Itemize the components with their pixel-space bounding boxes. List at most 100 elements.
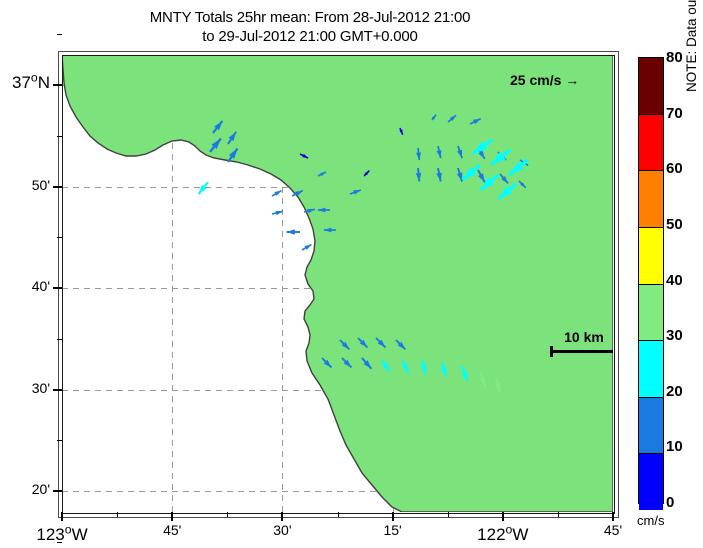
current-vector-arrow <box>478 371 487 388</box>
tick-longitude <box>612 512 614 521</box>
current-vector-arrow <box>436 167 442 182</box>
colorbar-tick-label: 0 <box>666 494 675 511</box>
colorbar-band <box>639 226 663 284</box>
tick-longitude <box>557 512 559 517</box>
colorbar-tick-label: 40 <box>666 271 683 289</box>
gridline-horizontal <box>62 491 613 492</box>
current-vector-arrow <box>321 357 333 369</box>
current-vector-arrow <box>317 207 330 213</box>
current-vector-arrow <box>494 377 502 394</box>
current-vector-arrow <box>440 361 448 378</box>
current-vector-arrow <box>457 145 463 159</box>
current-vector-arrow <box>271 189 282 197</box>
gridline-vertical <box>282 55 284 512</box>
axis-label-longitude: 15' <box>383 522 402 538</box>
current-vector-arrow <box>291 189 304 197</box>
current-vector-arrow <box>479 173 500 192</box>
axis-label-latitude: 20' <box>31 481 50 497</box>
colorbar-tick-label: 60 <box>666 160 683 178</box>
current-vector-arrow <box>401 359 410 374</box>
current-vector-arrow <box>303 208 315 214</box>
tick-longitude <box>117 512 119 517</box>
colorbar-unit-label: cm/s <box>637 513 665 528</box>
tick-longitude <box>447 512 449 517</box>
tick-latitude <box>57 135 62 137</box>
colorbar-tick-label: 80 <box>666 49 683 66</box>
tick-longitude <box>281 512 284 521</box>
tick-latitude <box>53 84 62 86</box>
colorbar-band <box>639 113 663 171</box>
current-vector-arrow <box>209 137 222 153</box>
figure-title-line1: MNTY Totals 25hr mean: From 28-Jul-2012 … <box>149 9 471 26</box>
current-vector-arrow <box>271 210 283 216</box>
figure-title: MNTY Totals 25hr mean: From 28-Jul-2012 … <box>0 8 620 46</box>
current-vector-arrow <box>317 171 327 177</box>
axis-label-longitude: 123oW <box>36 522 88 544</box>
tick-longitude <box>391 512 394 521</box>
colorbar[interactable] <box>638 57 664 510</box>
current-vector-arrow <box>197 181 209 195</box>
tick-latitude <box>53 490 62 492</box>
distance-scale-label: 10 km <box>564 329 604 345</box>
current-vector-arrow <box>456 167 463 182</box>
axis-label-latitude: 40' <box>31 278 50 294</box>
axis-label-longitude: 30' <box>273 522 292 538</box>
current-vector-arrow <box>420 359 428 376</box>
tick-latitude <box>57 338 62 340</box>
current-vector-arrow <box>381 359 391 373</box>
current-vector-arrow <box>399 127 404 136</box>
tick-longitude <box>337 512 339 517</box>
current-vector-arrow <box>299 153 309 159</box>
current-vector-arrow <box>361 357 373 370</box>
tick-longitude <box>501 512 504 521</box>
distance-scale-rule <box>550 346 613 357</box>
current-vector-arrow <box>436 145 442 159</box>
colorbar-band <box>639 340 663 397</box>
current-vector-arrow <box>227 131 237 145</box>
gridline-vertical <box>172 55 174 512</box>
current-vector-arrow <box>395 339 407 351</box>
current-vector-arrow <box>518 180 527 189</box>
current-vector-arrow <box>461 163 482 182</box>
colorbar-tick-label: 20 <box>666 382 683 400</box>
axis-label-latitude: 37oN <box>11 70 50 92</box>
colorbar-band <box>639 58 663 114</box>
current-vector-arrow <box>431 114 437 121</box>
tick-latitude <box>57 541 62 543</box>
velocity-scale-annotation: 25 cm/s → <box>510 72 580 88</box>
current-vector-arrow <box>357 337 369 349</box>
colorbar-tick-label: 10 <box>666 438 683 456</box>
tick-latitude <box>57 237 62 239</box>
current-vector-arrow <box>508 158 530 177</box>
current-vector-arrow <box>497 182 518 201</box>
colorbar-tick-label: 30 <box>666 327 683 345</box>
current-vector-arrow <box>375 337 387 349</box>
axis-label-longitude: 45' <box>603 522 623 538</box>
current-vector-arrow <box>349 189 362 195</box>
axis-label-longitude: 122oW <box>477 522 529 544</box>
current-vector-arrow <box>323 227 336 233</box>
current-vector-field <box>197 114 530 394</box>
colorbar-band <box>639 453 663 510</box>
colorbar-band <box>639 283 663 341</box>
axis-label-longitude: 45' <box>163 522 182 538</box>
tick-latitude <box>53 287 62 289</box>
current-vector-arrow <box>363 170 370 177</box>
current-vector-arrow <box>301 243 312 251</box>
colorbar-band <box>639 170 663 227</box>
current-vector-arrow <box>477 169 486 183</box>
tick-longitude <box>227 512 229 517</box>
current-vector-arrow <box>416 147 421 161</box>
current-vector-arrow <box>490 148 512 167</box>
current-vector-arrow <box>460 365 469 382</box>
current-vector-arrow <box>447 114 457 123</box>
current-vector-arrow <box>499 173 509 185</box>
tick-longitude <box>171 512 174 521</box>
current-vector-arrow <box>415 167 422 182</box>
tick-latitude <box>53 185 62 188</box>
colorbar-band <box>639 396 663 454</box>
map-plot-area[interactable]: 25 cm/s → 10 km <box>62 55 613 512</box>
distance-scale-bar: 10 km <box>550 329 613 357</box>
figure-title-line2: to 29-Jul-2012 21:00 GMT+0.000 <box>202 28 418 45</box>
